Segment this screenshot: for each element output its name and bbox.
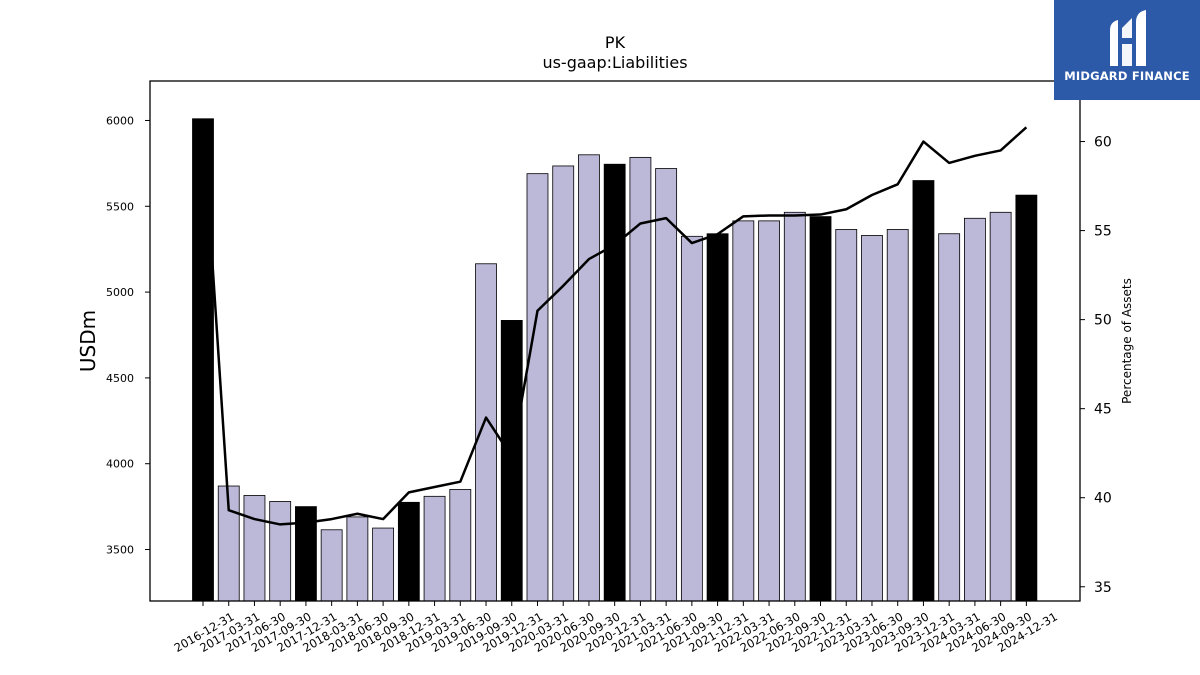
bar [861,235,883,602]
bar [886,229,909,602]
bar [475,263,497,602]
bar [346,516,369,602]
y-tick-label: 4000 [106,458,134,471]
bar [706,233,729,602]
bar [964,217,986,602]
chart-subtitle: us-gaap:Liabilities [542,53,687,72]
bar [835,229,858,602]
y-tick-label: 4500 [106,372,134,385]
bar [809,216,832,602]
bar [938,233,961,602]
y-tick-label: 6000 [106,114,134,127]
y2-tick-label: 35 [1094,580,1112,596]
logo-mark-icon [1110,10,1146,66]
y2-tick-label: 40 [1094,491,1112,507]
bar [603,163,626,602]
y2-tick-label: 45 [1094,402,1112,418]
y2-tick-label: 50 [1094,313,1112,329]
y2-tick-label: 60 [1094,135,1112,151]
bar [1015,194,1038,602]
bar [372,527,395,602]
x-axis: 2016-12-312017-03-312017-06-302017-09-30… [172,601,1060,655]
bar [526,173,549,602]
bar [269,501,292,602]
bar [449,489,472,602]
bar [423,495,446,602]
y-tick-label: 5500 [106,200,134,213]
y2-tick-label: 55 [1094,224,1112,240]
bar-series [192,118,1038,602]
bar [655,168,678,602]
bar [320,529,343,602]
bar [680,235,703,602]
bar [552,165,575,602]
bar [500,320,523,602]
chart-title: PK [605,33,626,52]
bar [732,220,755,602]
y-axis-label: USDm [76,310,100,372]
brand-logo: MIDGARD FINANCE [1054,0,1200,100]
bar [578,154,600,602]
y-tick-label: 5000 [106,286,134,299]
bar [783,211,806,602]
bar [758,220,780,602]
y-axis-right: 35 40 45 50 55 60 [1080,135,1112,596]
line-series [201,120,1028,526]
bar [397,501,420,602]
bar [192,118,214,602]
bar [243,495,266,602]
y-tick-label: 3500 [106,544,134,557]
percentage-line [201,120,1028,526]
y2-axis-label: Percentage of Assets [1120,278,1134,404]
logo-text: MIDGARD FINANCE [1064,69,1190,83]
bar [989,211,1012,602]
bar [912,180,935,602]
y-axis-left: 3500 4000 4500 5000 5500 6000 [106,114,150,557]
